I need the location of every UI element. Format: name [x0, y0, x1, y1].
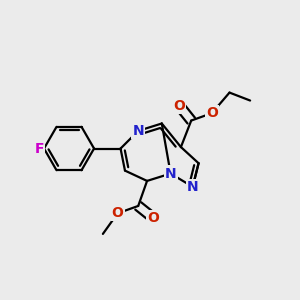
Text: O: O — [206, 106, 218, 120]
Text: N: N — [187, 180, 199, 194]
Text: O: O — [147, 211, 159, 225]
Text: N: N — [165, 167, 176, 181]
Text: O: O — [112, 206, 124, 220]
Text: O: O — [173, 99, 185, 113]
Text: F: F — [35, 142, 44, 155]
Text: N: N — [132, 124, 144, 138]
